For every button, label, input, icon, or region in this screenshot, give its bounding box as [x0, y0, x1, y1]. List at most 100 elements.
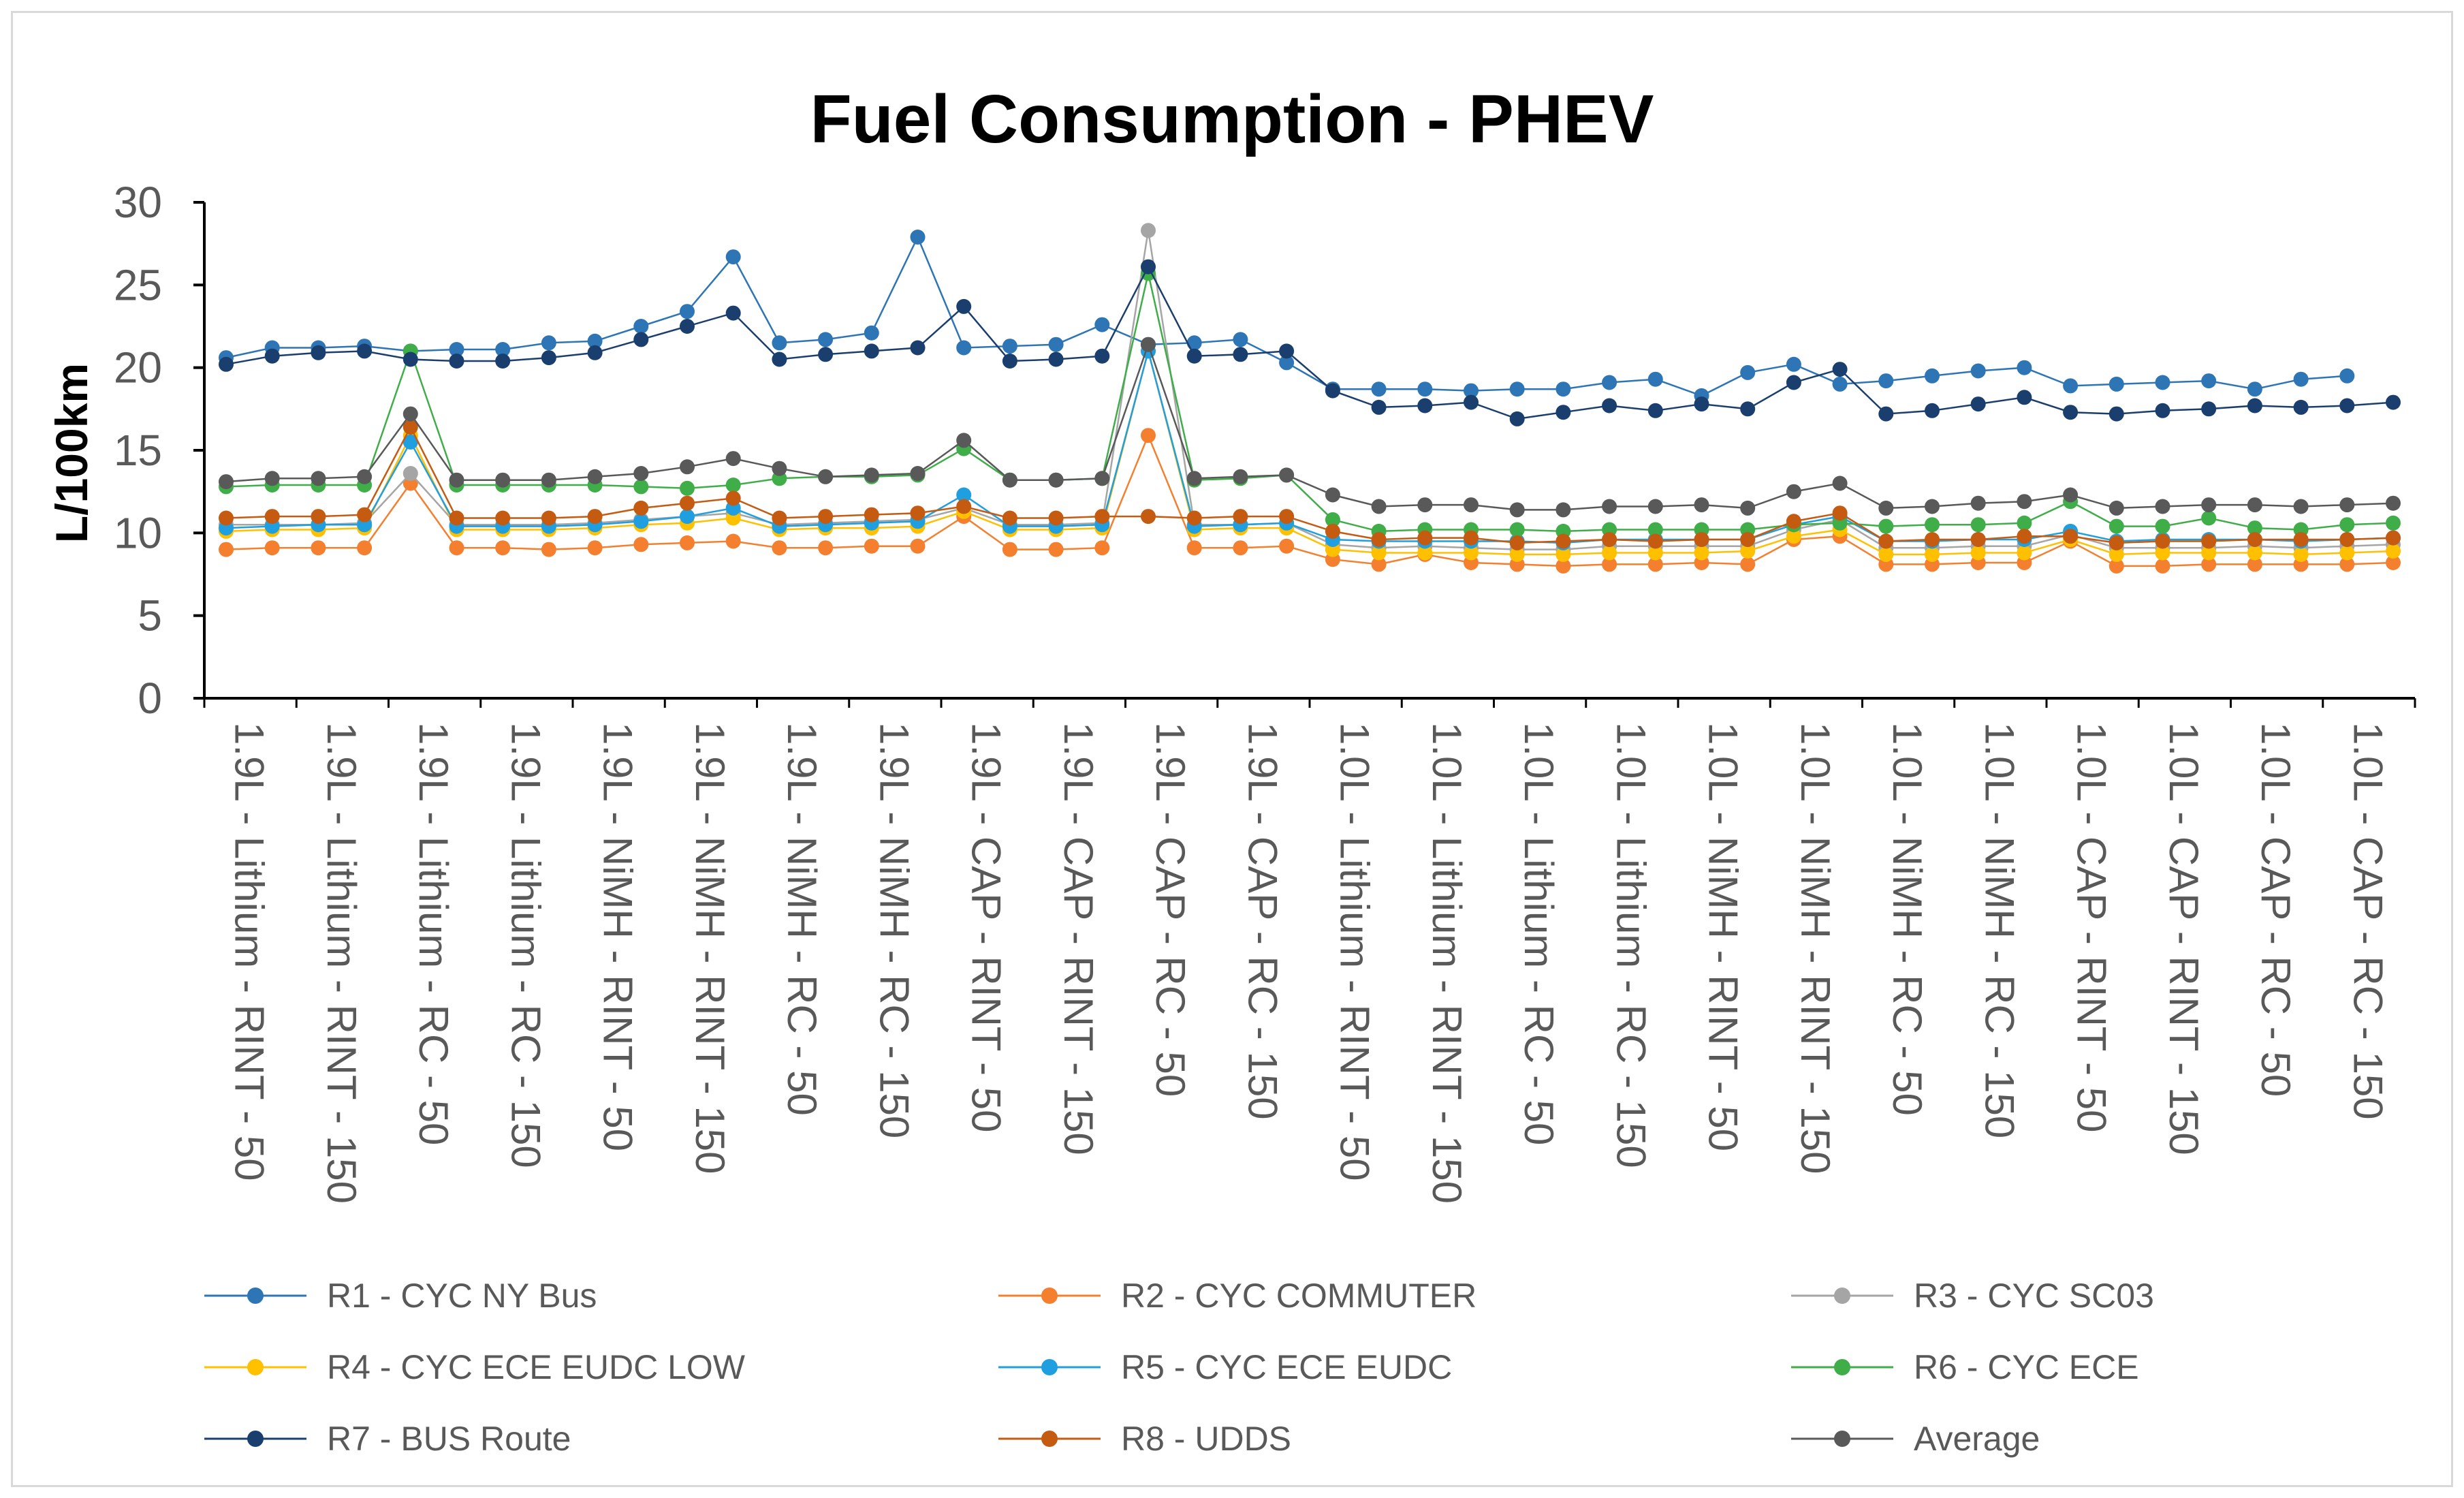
data-point	[1048, 510, 1064, 526]
series-line	[225, 273, 2394, 533]
y-axis-label: L/100km	[46, 363, 97, 543]
data-point	[1094, 509, 1110, 525]
data-point	[495, 540, 511, 556]
chart-frame	[11, 11, 2453, 1487]
data-point	[1464, 497, 1479, 513]
data-point	[1279, 509, 1295, 525]
data-point	[1647, 371, 1663, 387]
series-line	[226, 230, 2394, 550]
data-point	[1279, 355, 1295, 371]
y-tick-label: 25	[114, 260, 162, 309]
x-tick-label: 1.0L - CAP - RINT - 50	[2069, 722, 2115, 1132]
y-tick-label: 5	[138, 591, 162, 640]
data-point	[633, 332, 649, 347]
data-point	[680, 495, 695, 511]
legend-item: R7 - BUS Route	[204, 1420, 571, 1458]
data-point	[772, 540, 787, 556]
data-point	[1740, 557, 1756, 572]
data-point	[2386, 495, 2401, 511]
legend-marker	[1041, 1288, 1058, 1304]
data-point	[1647, 545, 1663, 561]
series-line	[225, 425, 2394, 544]
legend-marker	[247, 1359, 264, 1375]
data-point	[2063, 378, 2079, 394]
data-point	[402, 434, 418, 450]
data-point	[1325, 487, 1340, 503]
data-point	[1233, 347, 1248, 362]
data-point	[1509, 546, 1525, 562]
data-point	[910, 505, 926, 521]
data-point	[449, 472, 464, 488]
data-point	[772, 352, 787, 367]
data-point	[1464, 530, 1479, 546]
data-point	[1094, 471, 1110, 486]
data-point	[2108, 406, 2124, 422]
data-point	[1832, 475, 1848, 491]
data-point	[1417, 530, 1433, 546]
data-point	[1925, 517, 1940, 533]
data-point	[1602, 499, 1617, 514]
x-tick-label: 1.9L - Lithium - RC - 50	[411, 722, 456, 1145]
data-point	[1371, 557, 1387, 572]
data-point	[2293, 499, 2309, 514]
x-tick-label: 1.9L - NiMH - RC - 150	[871, 722, 917, 1138]
data-point	[633, 466, 649, 481]
data-point	[1555, 558, 1571, 574]
data-point	[725, 533, 741, 549]
data-point	[311, 509, 326, 525]
data-point	[2339, 545, 2355, 561]
data-point	[1647, 557, 1663, 572]
data-point	[2386, 530, 2401, 546]
legend-label: R6 - CYC ECE	[1914, 1348, 2139, 1386]
data-point	[402, 420, 418, 435]
data-point	[2386, 515, 2401, 531]
x-tick-label: 1.0L - CAP - RC - 150	[2345, 722, 2390, 1120]
series-8	[219, 420, 2401, 550]
x-tick-label: 1.0L - NiMH - RINT - 50	[1701, 722, 1746, 1151]
data-point	[2293, 546, 2309, 562]
x-tick-label: 1.0L - CAP - RINT - 150	[2161, 722, 2207, 1155]
legend-label: Average	[1914, 1420, 2040, 1458]
data-point	[219, 474, 234, 490]
data-point	[1555, 405, 1571, 420]
data-point	[772, 335, 787, 351]
x-tick-label: 1.0L - NiMH - RC - 150	[1976, 722, 2022, 1138]
data-point	[1233, 540, 1248, 556]
data-point	[1970, 532, 1986, 547]
data-point	[956, 433, 972, 448]
data-point	[2017, 390, 2032, 405]
series-layer	[219, 223, 2401, 574]
data-point	[1694, 532, 1709, 547]
data-point	[772, 510, 787, 526]
legend-marker	[1041, 1359, 1058, 1375]
data-point	[1371, 545, 1387, 561]
data-point	[1878, 373, 1894, 389]
x-tick-label: 1.0L - Lithium - RINT - 150	[1424, 722, 1470, 1204]
data-point	[1141, 509, 1156, 525]
data-point	[1371, 499, 1387, 514]
data-point	[1464, 545, 1479, 561]
data-point	[2108, 535, 2124, 550]
data-point	[587, 509, 603, 525]
data-point	[311, 345, 326, 360]
data-point	[264, 540, 280, 556]
data-point	[2247, 557, 2262, 572]
data-point	[1186, 471, 1202, 486]
legend-label: R2 - CYC COMMUTER	[1121, 1277, 1476, 1315]
data-point	[264, 509, 280, 525]
data-point	[1740, 364, 1756, 380]
data-point	[264, 348, 280, 364]
data-point	[1970, 396, 1986, 412]
legend-label: R4 - CYC ECE EUDC LOW	[327, 1348, 746, 1386]
data-point	[1325, 512, 1340, 527]
data-point	[1509, 411, 1525, 426]
legend-marker	[247, 1431, 264, 1447]
data-point	[956, 499, 972, 514]
data-point	[633, 514, 649, 529]
legend-item: R3 - CYC SC03	[1791, 1277, 2154, 1315]
y-tick-label: 20	[114, 343, 162, 392]
legend-label: R7 - BUS Route	[327, 1420, 571, 1458]
data-point	[1464, 383, 1479, 399]
x-tick-label: 1.9L - CAP - RC - 50	[1148, 722, 1193, 1097]
data-point	[1048, 337, 1064, 352]
